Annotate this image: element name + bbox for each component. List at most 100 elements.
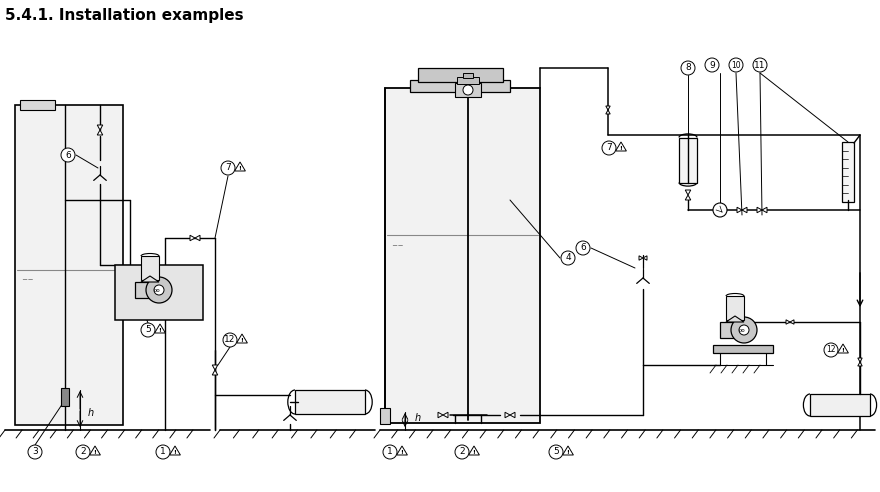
Polygon shape <box>639 256 643 260</box>
Circle shape <box>729 58 743 72</box>
Bar <box>135 282 153 298</box>
Bar <box>455 83 481 97</box>
Polygon shape <box>212 370 217 375</box>
Text: !: ! <box>567 450 569 455</box>
Polygon shape <box>737 207 742 213</box>
Polygon shape <box>170 446 180 455</box>
Polygon shape <box>195 235 200 241</box>
Bar <box>61 388 69 406</box>
Circle shape <box>576 241 590 255</box>
Bar <box>141 256 159 280</box>
Polygon shape <box>858 358 862 362</box>
Text: ─ ─: ─ ─ <box>392 243 403 249</box>
Text: 5: 5 <box>145 326 150 335</box>
Text: !: ! <box>400 450 403 455</box>
Circle shape <box>681 61 695 75</box>
Text: !: ! <box>158 328 161 333</box>
Text: 6: 6 <box>65 151 71 159</box>
Bar <box>726 296 744 320</box>
Bar <box>713 345 773 353</box>
Polygon shape <box>468 446 480 455</box>
Polygon shape <box>790 320 794 324</box>
Text: 3: 3 <box>33 448 38 457</box>
Polygon shape <box>190 235 195 241</box>
Text: 12: 12 <box>224 336 236 344</box>
Circle shape <box>463 85 473 95</box>
Polygon shape <box>686 195 691 200</box>
Circle shape <box>713 203 727 217</box>
Circle shape <box>549 445 563 459</box>
Polygon shape <box>742 207 747 213</box>
Circle shape <box>28 445 42 459</box>
Circle shape <box>739 325 749 335</box>
Circle shape <box>705 58 719 72</box>
Polygon shape <box>155 324 165 333</box>
Text: oo: oo <box>154 287 160 293</box>
Polygon shape <box>643 256 647 260</box>
Text: !: ! <box>473 450 475 455</box>
Bar <box>810 394 870 416</box>
Circle shape <box>146 277 172 303</box>
Text: 11: 11 <box>754 61 766 69</box>
Text: !: ! <box>841 348 845 353</box>
Polygon shape <box>237 334 247 343</box>
Bar <box>15 105 123 425</box>
Text: 1: 1 <box>160 448 165 457</box>
Text: 4: 4 <box>565 253 571 263</box>
Polygon shape <box>90 446 100 455</box>
Text: 7: 7 <box>225 163 231 173</box>
Polygon shape <box>98 130 103 135</box>
Text: !: ! <box>238 166 241 171</box>
Circle shape <box>602 141 616 155</box>
Polygon shape <box>616 142 627 151</box>
Polygon shape <box>438 412 443 418</box>
Circle shape <box>824 343 838 357</box>
Circle shape <box>561 251 575 265</box>
Bar <box>720 322 738 338</box>
Polygon shape <box>510 412 515 418</box>
Text: 7: 7 <box>606 144 612 153</box>
Circle shape <box>455 445 469 459</box>
Bar <box>115 265 203 320</box>
Bar <box>380 408 390 424</box>
Polygon shape <box>235 162 246 171</box>
Bar <box>385 88 540 423</box>
Text: ─ ─: ─ ─ <box>22 277 33 283</box>
Polygon shape <box>212 365 217 370</box>
Polygon shape <box>858 362 862 366</box>
Polygon shape <box>838 344 848 353</box>
Text: 12: 12 <box>826 345 836 355</box>
Polygon shape <box>98 125 103 130</box>
Polygon shape <box>397 446 407 455</box>
Text: !: ! <box>173 450 176 455</box>
Polygon shape <box>757 207 762 213</box>
Text: 6: 6 <box>580 244 586 252</box>
Circle shape <box>141 323 155 337</box>
Polygon shape <box>726 316 744 322</box>
Bar <box>463 73 473 78</box>
Text: 8: 8 <box>686 63 691 72</box>
Text: 2: 2 <box>459 448 465 457</box>
Bar <box>410 80 510 92</box>
Polygon shape <box>786 320 790 324</box>
Bar <box>457 77 479 84</box>
Polygon shape <box>605 106 610 110</box>
Circle shape <box>731 317 757 343</box>
Text: !: ! <box>240 338 244 343</box>
Text: 10: 10 <box>731 61 741 69</box>
Polygon shape <box>443 412 448 418</box>
Polygon shape <box>605 110 610 114</box>
Text: 5: 5 <box>554 448 559 457</box>
Circle shape <box>156 445 170 459</box>
Polygon shape <box>762 207 767 213</box>
Bar <box>295 390 365 414</box>
Bar <box>842 142 854 202</box>
Text: 1: 1 <box>387 448 392 457</box>
Text: !: ! <box>93 450 97 455</box>
Circle shape <box>76 445 90 459</box>
Circle shape <box>61 148 75 162</box>
Bar <box>679 137 697 183</box>
Bar <box>418 68 503 82</box>
Circle shape <box>154 285 164 295</box>
Polygon shape <box>141 276 159 282</box>
